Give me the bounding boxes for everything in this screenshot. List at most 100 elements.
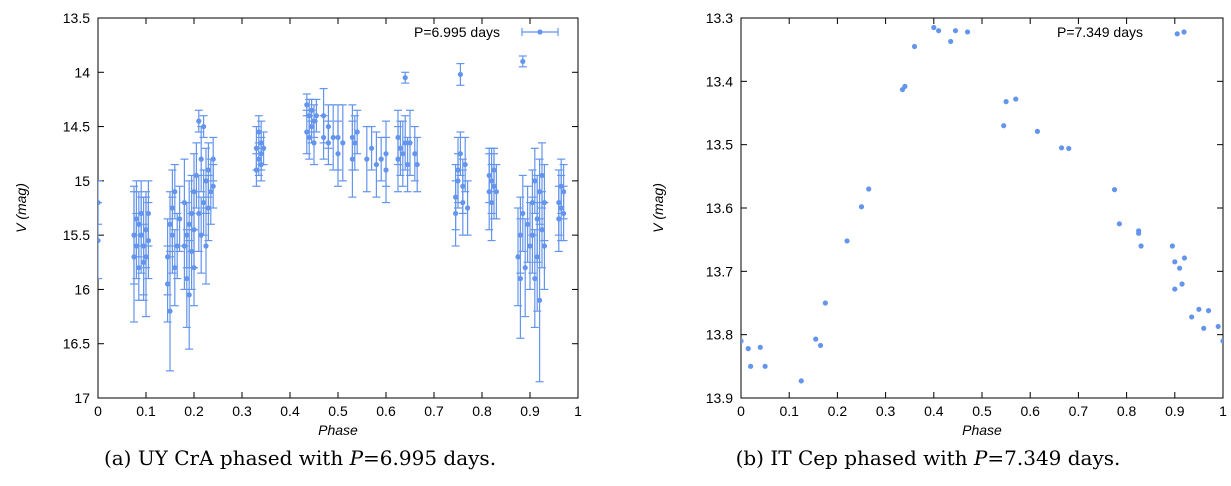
data-point <box>174 243 180 249</box>
data-point <box>534 254 540 260</box>
data-point <box>208 189 214 195</box>
data-point <box>191 227 197 233</box>
data-point <box>349 156 355 162</box>
data-point <box>822 300 828 306</box>
y-tick-label: 13.9 <box>706 390 733 406</box>
chart-panel-b: 0 0.1 0.2 0.3 0.4 0.5 0.6 0.7 0.8 0.9 1 13.3 13.4 13.… <box>625 0 1231 486</box>
legend-marker <box>1181 29 1187 35</box>
data-point <box>525 221 531 227</box>
y-tick-label: 14.5 <box>63 119 90 135</box>
data-point <box>520 58 526 65</box>
data-point <box>378 156 384 162</box>
data-point <box>136 221 142 227</box>
data-point <box>539 227 545 233</box>
caption-b-suffix: =7.349 days. <box>987 446 1121 470</box>
legend-label: P=7.349 days <box>1057 24 1143 40</box>
data-point <box>964 29 971 35</box>
data-point <box>369 145 375 151</box>
data-point <box>1111 187 1118 193</box>
data-point <box>948 38 954 45</box>
data-point <box>261 145 267 151</box>
data-point <box>340 140 346 146</box>
data-point <box>556 216 562 222</box>
data-point <box>167 221 173 227</box>
y-axis-title: V (mag) <box>13 183 29 233</box>
data-point <box>196 118 202 124</box>
y-axis-title: V (mag) <box>650 183 666 233</box>
caption-a: (a) UY CrA phased with P=6.995 days. <box>0 446 600 470</box>
x-axis-title: Phase <box>962 422 1002 438</box>
x-tick-label: 0.2 <box>828 403 848 419</box>
data-point <box>866 186 872 192</box>
data-point <box>325 140 331 146</box>
data-point <box>529 232 536 238</box>
plot-frame <box>740 17 1224 399</box>
uy-cra-light-curve-plot: 0 0.1 0.2 0.3 0.4 0.5 0.6 0.7 0.8 0.9 1 13.5 14 14.5 1… <box>13 10 582 438</box>
data-point <box>457 151 463 157</box>
y-tick-label: 16.5 <box>63 336 90 352</box>
data-point <box>517 232 524 238</box>
y-tick-label: 16 <box>74 281 90 297</box>
data-point <box>402 140 408 146</box>
data-point <box>462 161 468 168</box>
data-point <box>457 71 463 78</box>
x-tick-label: 0.1 <box>136 403 156 419</box>
y-tick-label: 13.7 <box>706 263 733 279</box>
x-axis-title: Phase <box>318 422 358 438</box>
data-point <box>397 145 403 151</box>
y-tick-label: 15.5 <box>63 227 90 243</box>
y-tick-label: 13.4 <box>706 73 733 89</box>
chart-panel-a: 0 0.1 0.2 0.3 0.4 0.5 0.6 0.7 0.8 0.9 1 13.5 14 14.5 1… <box>0 0 600 486</box>
caption-b-prefix: (b) IT Cep phased with <box>735 446 974 470</box>
data-point <box>813 336 819 342</box>
data-point <box>1177 265 1183 271</box>
data-point <box>407 140 413 146</box>
y-tick-label: 14 <box>74 64 90 80</box>
data-point <box>304 102 310 108</box>
caption-a-var: P <box>349 446 364 470</box>
data-point <box>493 189 499 195</box>
data-point <box>189 210 195 217</box>
x-tick-label: 0.9 <box>1165 403 1185 419</box>
data-point <box>186 221 192 227</box>
data-layer <box>98 55 568 383</box>
x-tick-label: 0.3 <box>232 403 252 419</box>
data-point <box>844 238 850 244</box>
x-tick-label: 0.3 <box>876 403 896 419</box>
y-tick-label: 13.5 <box>706 137 733 153</box>
data-point <box>383 167 389 173</box>
y-tick-label: 15 <box>74 173 90 189</box>
data-point <box>558 205 564 211</box>
data-point <box>1215 323 1221 330</box>
data-point <box>169 205 175 211</box>
data-point <box>395 156 401 162</box>
data-point <box>460 183 466 189</box>
data-point <box>141 259 147 265</box>
data-point <box>210 183 216 189</box>
data-point <box>486 172 492 179</box>
data-point <box>321 134 327 141</box>
data-point <box>757 344 763 350</box>
data-point <box>1138 243 1144 249</box>
data-point <box>1003 99 1009 105</box>
data-point <box>402 75 408 81</box>
data-point <box>798 378 804 384</box>
data-point <box>201 199 207 206</box>
data-point <box>203 243 209 249</box>
y-tick-label: 13.6 <box>706 200 733 216</box>
data-point <box>453 210 459 217</box>
data-point <box>1116 221 1122 227</box>
data-point <box>515 254 521 260</box>
data-point <box>210 156 216 162</box>
x-tick-label: 0.6 <box>376 403 396 419</box>
data-point <box>256 156 262 162</box>
data-point <box>532 178 538 184</box>
data-point <box>172 265 178 271</box>
data-point <box>741 338 744 344</box>
data-point <box>205 167 211 173</box>
y-tick-label: 13.3 <box>706 10 733 26</box>
data-point <box>762 363 768 369</box>
legend-label: P=6.995 days <box>414 24 500 40</box>
caption-b: (b) IT Cep phased with P=7.349 days. <box>625 446 1231 470</box>
data-point <box>313 113 319 119</box>
